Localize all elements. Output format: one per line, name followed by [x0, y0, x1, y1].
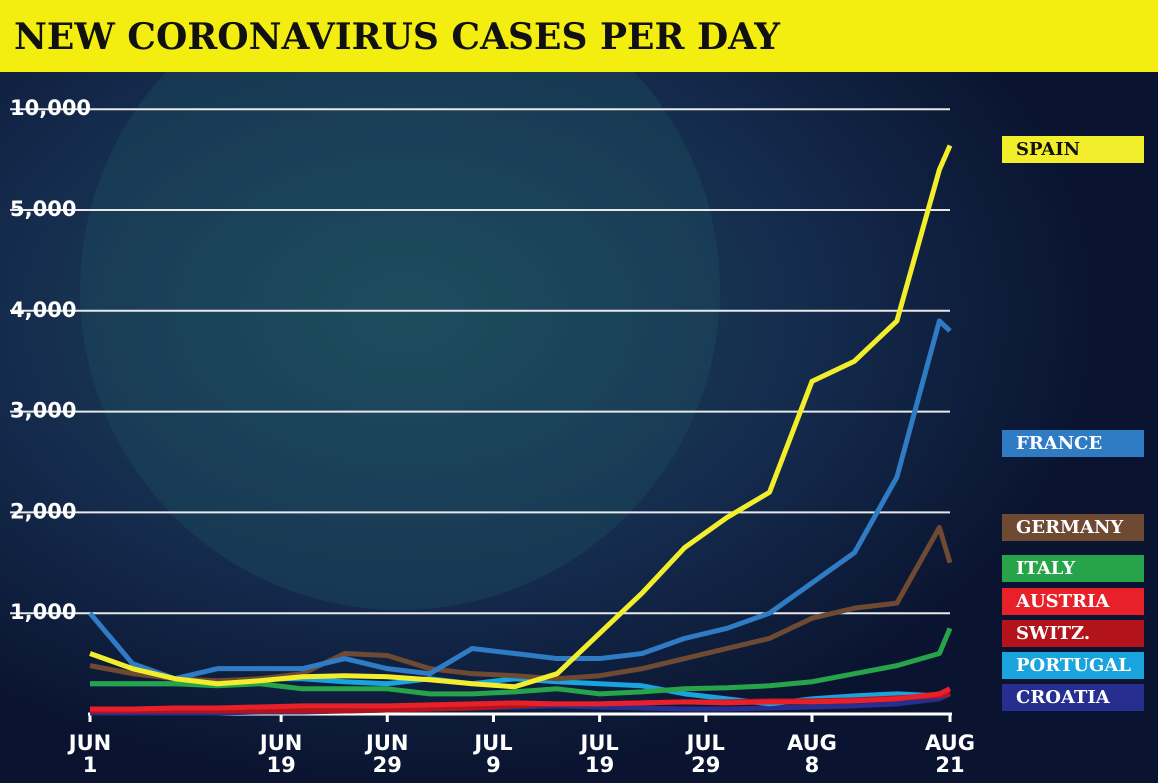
legend-label: AUSTRIA [1015, 591, 1110, 612]
y-tick-label: 2,000 [10, 499, 76, 523]
x-tick-label-line: 29 [373, 753, 402, 777]
legend-label: ITALY [1016, 558, 1076, 579]
x-tick-label-line: 29 [691, 753, 720, 777]
x-tick-label-line: 19 [266, 753, 295, 777]
legend-label: SWITZ. [1016, 623, 1090, 644]
legend-label: PORTUGAL [1016, 655, 1131, 676]
legend-label: FRANCE [1016, 433, 1102, 454]
x-tick-label-line: 1 [83, 753, 98, 777]
x-tick-label-line: JUL [579, 731, 619, 755]
y-tick-label: 1,000 [10, 600, 76, 624]
x-tick-label-line: 19 [585, 753, 614, 777]
legend-label: SPAIN [1016, 139, 1080, 160]
page: NEW CORONAVIRUS CASES PER DAY 1,000 2,000… [0, 0, 1158, 783]
legend-label: GERMANY [1016, 517, 1124, 538]
x-tick-label-line: JUN [67, 731, 111, 755]
virus-decoration [80, 0, 720, 610]
y-tick-label: 4,000 [10, 298, 76, 322]
chart-title: NEW CORONAVIRUS CASES PER DAY [14, 16, 781, 58]
x-tick-label-line: JUL [685, 731, 725, 755]
x-tick-label-line: JUN [364, 731, 408, 755]
x-tick-label-line: 9 [486, 753, 501, 777]
x-tick-label-line: AUG [925, 731, 975, 755]
legend-label: CROATIA [1016, 687, 1111, 708]
chart: NEW CORONAVIRUS CASES PER DAY 1,000 2,000… [0, 0, 1158, 783]
x-tick-label-line: 8 [805, 753, 820, 777]
x-tick-label-line: AUG [787, 731, 837, 755]
y-tick-label: 3,000 [10, 399, 76, 423]
y-tick-label: 5,000 [10, 197, 76, 221]
y-tick-label: 10,000 [10, 96, 91, 120]
x-tick-label-line: 21 [935, 753, 964, 777]
x-tick-label-line: JUL [472, 731, 512, 755]
x-tick-label-line: JUN [258, 731, 302, 755]
